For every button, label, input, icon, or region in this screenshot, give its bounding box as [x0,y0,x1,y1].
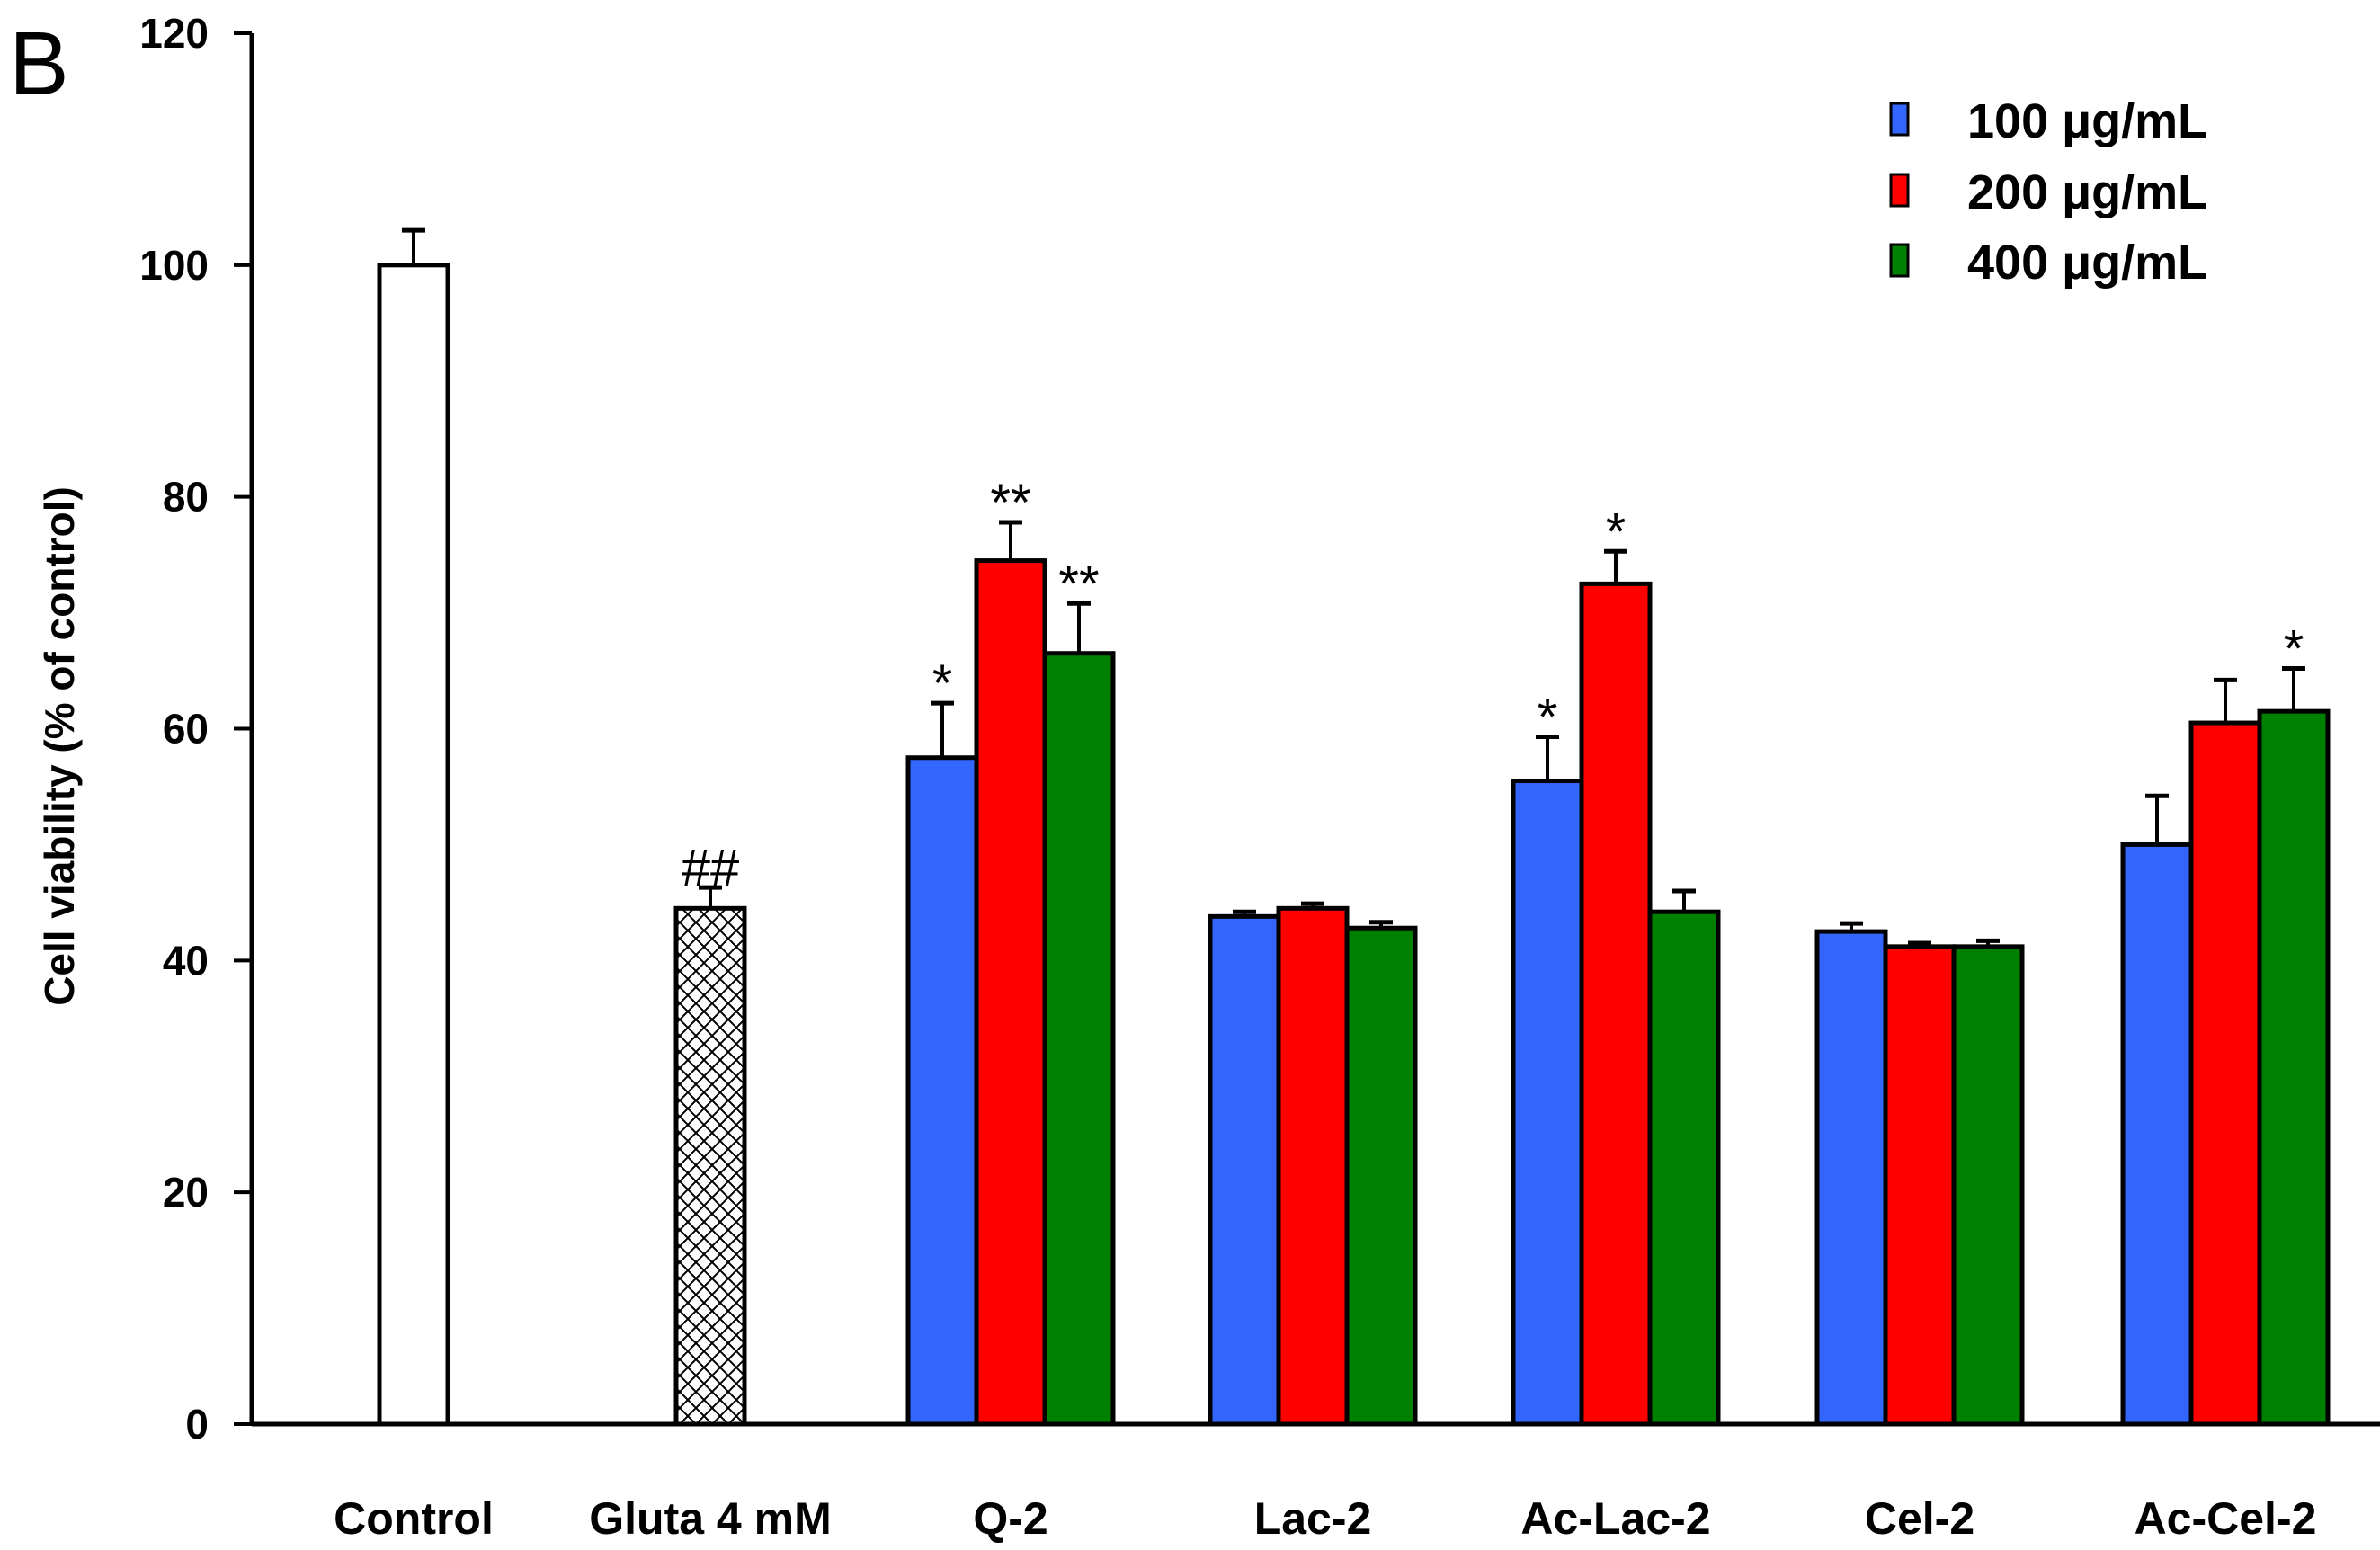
bar-series-1 [1814,929,1888,1427]
bar-series-1 [905,755,979,1427]
bar-control [377,263,450,1427]
legend-swatch [1889,102,1910,137]
bar-series-2 [1579,581,1653,1427]
significance-label: * [1606,503,1627,561]
legend-swatch [1889,243,1910,278]
category-label: Lac-2 [1254,1493,1372,1544]
category-label: Ac-Cel-2 [2135,1493,2317,1544]
significance-label: ** [990,474,1030,532]
category-label: Gluta 4 mM [589,1493,831,1544]
legend: 100 μg/mL 200 μg/mL 400 μg/mL [1889,94,2207,290]
bar-series-1 [2120,842,2194,1427]
y-tick-label: 60 [163,706,209,753]
plot-area: 0 20 40 60 80 100 120 Control Gluta 4 mM Q-2 Lac-2… [139,10,2380,1544]
legend-swatch [1889,173,1910,208]
y-tick-label: 100 [139,242,209,289]
bar-series-2 [1883,944,1957,1427]
bar-series-2 [2188,720,2262,1427]
category-label: Ac-Lac-2 [1520,1493,1710,1544]
bar-series-2 [974,558,1047,1427]
bar-series-3 [1344,925,1418,1427]
panel-label: B [9,13,69,114]
bar-series-1 [1208,913,1281,1427]
y-axis-label: Cell viability (% of control) [36,486,83,1006]
significance-label: ## [682,839,740,897]
y-tick-label: 20 [163,1169,209,1216]
y-tick-label: 0 [185,1401,209,1448]
legend-label: 200 μg/mL [1967,165,2207,219]
legend-label: 400 μg/mL [1967,236,2207,290]
legend-label: 100 μg/mL [1967,94,2207,148]
bar-series-3 [1042,651,1116,1427]
y-tick-label: 40 [163,937,209,984]
bar-series-1 [1511,779,1584,1427]
y-tick-label: 80 [163,474,209,521]
significance-label: ** [1058,555,1099,613]
bar-series-3 [1951,944,2025,1427]
significance-label: * [2284,619,2304,678]
bar-series-3 [2257,708,2331,1427]
category-label: Cel-2 [1865,1493,1974,1544]
bar-series-2 [1276,905,1350,1427]
bar-control [673,905,747,1427]
significance-label: * [932,655,953,713]
category-label: Control [334,1493,494,1544]
y-tick-label: 120 [139,10,209,57]
significance-label: * [1538,689,1558,747]
category-label: Q-2 [973,1493,1047,1544]
bar-series-3 [1647,909,1721,1427]
